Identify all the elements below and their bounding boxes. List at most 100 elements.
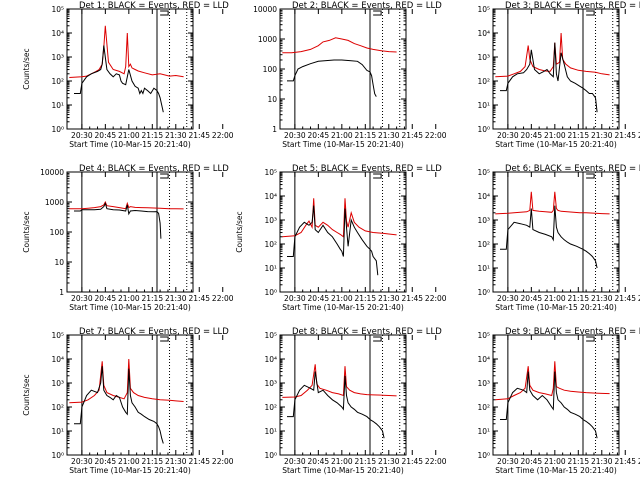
y-tick-label: 10⁰ [477,288,490,297]
x-tick-label: 21:00 [118,131,140,140]
y-tick-label: 10⁰ [264,451,277,460]
lld-series-line [495,32,610,78]
y-tick-label: 100 [263,65,278,74]
x-tick-label: 21:00 [331,294,353,303]
y-axis-label: Counts/sec [235,211,244,252]
x-tick-label: 20:30 [497,294,519,303]
lld-series-line [69,25,184,78]
flag-marker [586,10,595,16]
y-tick-label: 10³ [51,379,64,388]
detector-panel-5: Det 5: BLACK = Events, RED = LLD Counts/s… [235,164,447,312]
x-tick-label: 21:45 [188,131,210,140]
detector-panel-9: Det 9: BLACK = Events, RED = LLD 10⁰ 10¹ 10… [477,327,640,475]
x-tick-label: 21:30 [591,294,613,303]
y-tick-label: 10² [477,403,490,412]
x-axis-label: Start Time (10-Mar-15 20:21:40) [282,140,404,149]
y-tick-label: 10¹ [51,101,64,110]
x-tick-label: 21:45 [188,294,210,303]
x-tick-label: 21:45 [188,457,210,466]
x-tick-label: 21:45 [401,131,423,140]
x-tick-label: 20:45 [95,457,117,466]
x-tick-label: 22:00 [638,294,640,303]
y-tick-label: 10⁰ [477,125,490,134]
x-tick-label: 22:00 [425,131,447,140]
x-tick-label: 21:30 [165,294,187,303]
y-tick-label: 10¹ [51,427,64,436]
y-tick-label: 1 [272,125,277,134]
y-tick-label: 1 [59,288,64,297]
panel-title: Det 1: BLACK = Events, RED = LLD [79,1,229,11]
y-tick-label: 10⁵ [477,331,490,340]
panel-title: Det 8: BLACK = Events, RED = LLD [292,327,442,337]
y-tick-label: 10⁰ [264,288,277,297]
x-tick-label: 21:30 [165,457,187,466]
panel-title: Det 4: BLACK = Events, RED = LLD [79,164,229,174]
lld-series-line [69,358,184,404]
y-tick-label: 10³ [477,379,490,388]
x-tick-label: 22:00 [212,457,234,466]
x-tick-label: 21:00 [118,457,140,466]
y-tick-label: 10⁵ [477,5,490,14]
x-tick-label: 21:00 [331,457,353,466]
y-tick-label: 10³ [477,216,490,225]
panel-title: Det 3: BLACK = Events, RED = LLD [505,1,640,11]
y-tick-label: 10 [267,95,277,104]
x-axis-label: Start Time (10-Mar-15 20:21:40) [69,303,191,312]
y-tick-label: 10² [264,240,277,249]
y-tick-label: 10000 [253,5,277,14]
x-axis-label: Start Time (10-Mar-15 20:21:40) [495,140,617,149]
x-axis-label: Start Time (10-Mar-15 20:21:40) [495,466,617,475]
x-tick-label: 21:45 [614,131,636,140]
y-tick-label: 10¹ [264,264,277,273]
x-axis-label: Start Time (10-Mar-15 20:21:40) [495,303,617,312]
y-tick-label: 100 [50,228,65,237]
events-series-line [287,205,379,276]
panel-title: Det 6: BLACK = Events, RED = LLD [505,164,640,174]
plot-frame [492,334,620,456]
x-tick-label: 21:45 [614,294,636,303]
y-tick-label: 10⁵ [264,168,277,177]
flag-marker [586,336,595,342]
x-tick-label: 21:15 [354,457,376,466]
x-tick-label: 21:15 [141,457,163,466]
x-tick-label: 21:30 [591,131,613,140]
y-tick-label: 10² [477,240,490,249]
x-axis-label: Start Time (10-Mar-15 20:21:40) [282,303,404,312]
x-tick-label: 20:30 [71,294,93,303]
y-tick-label: 10⁴ [477,29,490,38]
plot-frame [66,171,194,293]
x-tick-label: 21:15 [567,457,589,466]
x-tick-label: 21:00 [544,131,566,140]
x-tick-label: 20:30 [71,131,93,140]
y-tick-label: 10² [477,77,490,86]
detector-panel-4: Det 4: BLACK = Events, RED = LLD Counts/s… [22,164,234,312]
x-tick-label: 21:45 [614,457,636,466]
y-tick-label: 10¹ [264,427,277,436]
x-tick-label: 20:30 [71,457,93,466]
x-tick-label: 20:30 [284,294,306,303]
x-tick-label: 22:00 [212,131,234,140]
panel-title: Det 9: BLACK = Events, RED = LLD [505,327,640,337]
events-series-line [500,371,598,439]
events-series-line [74,45,164,113]
y-tick-label: 10⁵ [477,168,490,177]
x-tick-label: 20:45 [521,294,543,303]
x-tick-label: 21:30 [378,457,400,466]
x-tick-label: 20:45 [95,131,117,140]
y-tick-label: 10⁰ [51,451,64,460]
flag-marker [373,336,382,342]
y-tick-label: 10⁴ [477,192,490,201]
x-tick-label: 20:45 [308,294,330,303]
y-tick-label: 10⁵ [51,5,64,14]
flag-marker [373,173,382,179]
x-tick-label: 22:00 [638,457,640,466]
y-tick-label: 10² [264,403,277,412]
events-series-line [287,371,385,439]
x-tick-label: 21:15 [567,294,589,303]
flag-marker [160,173,169,179]
plot-frame [279,171,407,293]
y-tick-label: 10² [51,77,64,86]
flag-marker [160,10,169,16]
x-tick-label: 21:00 [544,294,566,303]
